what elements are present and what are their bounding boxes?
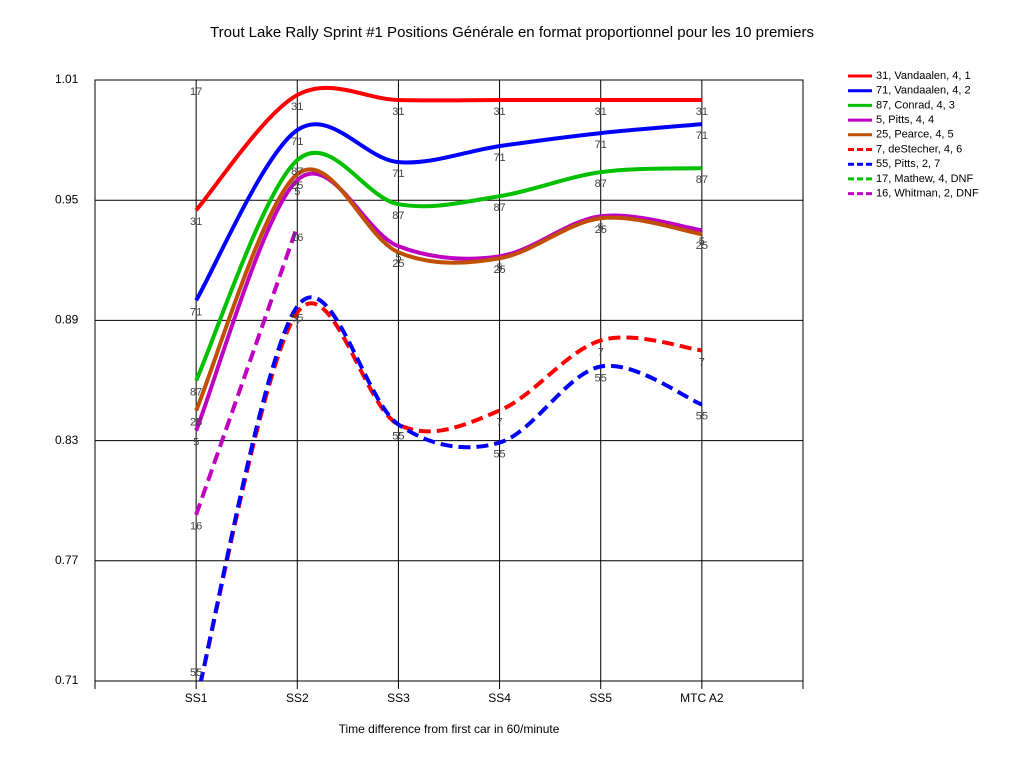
- legend-label: 17, Mathew, 4, DNF: [876, 173, 973, 185]
- point-label: 71: [493, 152, 505, 164]
- point-label: 87: [291, 166, 303, 178]
- point-label: 5: [294, 186, 300, 198]
- point-label: 55: [190, 667, 202, 679]
- legend-label: 16, Whitman, 2, DNF: [876, 188, 979, 200]
- series-line: [198, 301, 703, 681]
- series-group: [194, 85, 703, 681]
- legend-label: 87, Conrad, 4, 3: [876, 99, 955, 111]
- point-label: 55: [392, 430, 404, 442]
- x-tick-label: SS5: [589, 691, 612, 705]
- point-label: 5: [193, 436, 199, 448]
- point-label: 55: [493, 449, 505, 461]
- point-label: 87: [493, 202, 505, 214]
- point-label: 5: [395, 252, 401, 264]
- x-tick-label: SS3: [387, 691, 410, 705]
- legend-label: 5, Pitts, 4, 4: [876, 114, 934, 126]
- point-label: 16: [291, 232, 303, 244]
- legend-label: 25, Pearce, 4, 5: [876, 129, 954, 141]
- x-tick-label: MTC A2: [680, 691, 724, 705]
- x-tick-label: SS2: [286, 691, 309, 705]
- point-label: 31: [696, 106, 708, 118]
- point-label: 25: [291, 180, 303, 192]
- point-label: 7: [395, 430, 401, 442]
- point-label: 7: [598, 346, 604, 358]
- point-label: 71: [190, 306, 202, 318]
- chart-title: Trout Lake Rally Sprint #1 Positions Gén…: [210, 24, 814, 41]
- x-tick-label: SS1: [185, 691, 208, 705]
- x-tick-label: SS4: [488, 691, 511, 705]
- point-label: 7: [294, 318, 300, 330]
- point-label: 55: [595, 372, 607, 384]
- y-tick-label: 0.83: [55, 433, 79, 447]
- y-tick-label: 0.95: [55, 192, 79, 206]
- point-label: 5: [598, 222, 604, 234]
- point-label: 17: [190, 86, 202, 98]
- series-line: [198, 295, 703, 681]
- point-label: 31: [493, 106, 505, 118]
- point-label: 5: [497, 262, 503, 274]
- legend-label: 7, deStecher, 4, 6: [876, 143, 962, 155]
- point-label: 87: [392, 210, 404, 222]
- point-label: 31: [291, 101, 303, 113]
- y-tick-label: 1.01: [55, 72, 79, 86]
- point-label: 25: [392, 258, 404, 270]
- point-label: 31: [190, 216, 202, 228]
- point-label: 25: [190, 416, 202, 428]
- legend-label: 71, Vandaalen, 4, 2: [876, 85, 971, 97]
- point-label: 31: [392, 106, 404, 118]
- x-axis-label: Time difference from first car in 60/min…: [339, 722, 560, 736]
- point-label: 55: [291, 312, 303, 324]
- point-label: 87: [595, 178, 607, 190]
- point-label: 71: [696, 130, 708, 142]
- legend-label: 55, Pitts, 2, 7: [876, 158, 940, 170]
- series-line: [194, 167, 703, 412]
- point-label: 31: [595, 106, 607, 118]
- point-label: 5: [699, 236, 705, 248]
- point-label: 87: [190, 386, 202, 398]
- point-label: 7: [193, 667, 199, 679]
- point-label: 87: [696, 174, 708, 186]
- point-label: 25: [696, 240, 708, 252]
- legend-label: 31, Vandaalen, 4, 1: [876, 70, 971, 82]
- point-label: 55: [696, 410, 708, 422]
- point-label: 71: [392, 168, 404, 180]
- y-tick-label: 0.71: [55, 673, 79, 687]
- point-label: 25: [493, 264, 505, 276]
- series-line: [194, 225, 300, 516]
- point-label: 71: [595, 139, 607, 151]
- series-line: [194, 122, 703, 302]
- point-label: 25: [595, 224, 607, 236]
- point-label: 7: [497, 416, 503, 428]
- series-line: [194, 150, 702, 382]
- point-label: 16: [190, 521, 202, 533]
- point-label: 7: [699, 356, 705, 368]
- point-label: 71: [291, 136, 303, 148]
- series-line: [194, 85, 702, 212]
- y-tick-label: 0.77: [55, 553, 79, 567]
- y-tick-label: 0.89: [55, 313, 79, 327]
